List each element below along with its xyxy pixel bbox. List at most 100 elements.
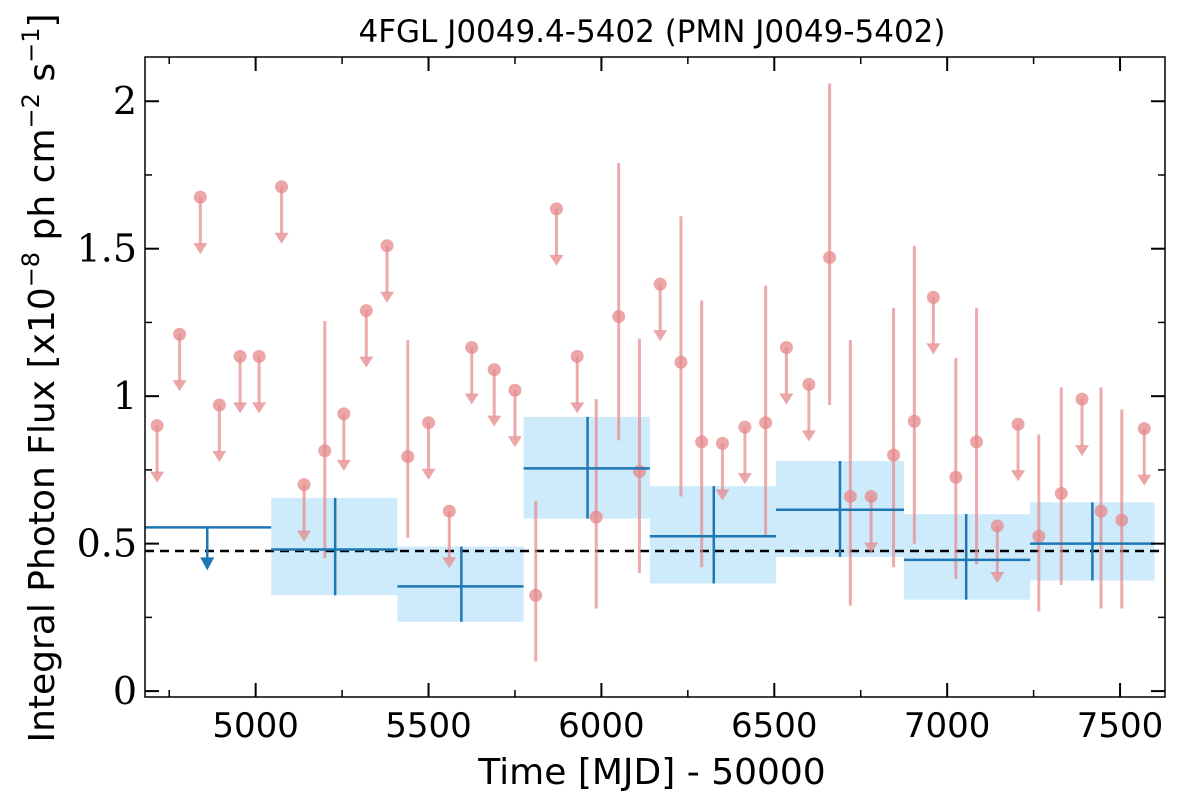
- short-det-point-9: [823, 251, 837, 265]
- short-ul-arrow-25: [990, 571, 1005, 583]
- x-tick-label-5: 7500: [1077, 706, 1164, 746]
- y-tick-label-1: 0.5: [77, 522, 137, 566]
- short-ul-arrow-5: [252, 402, 267, 414]
- short-ul-arrow-16: [549, 254, 564, 266]
- short-det-point-15: [1032, 529, 1046, 543]
- short-ul-arrow-15: [507, 436, 522, 448]
- short-ul-point-22: [802, 377, 816, 391]
- short-ul-arrow-9: [359, 356, 374, 368]
- y-axis-label-mid2: s: [22, 63, 63, 93]
- short-ul-point-9: [359, 304, 373, 318]
- short-det-point-1: [401, 450, 415, 464]
- short-ul-point-5: [252, 349, 266, 363]
- short-det-point-8: [759, 416, 773, 430]
- short-ul-arrow-14: [487, 415, 502, 427]
- short-det-point-0: [318, 444, 332, 458]
- short-ul-arrow-19: [715, 489, 730, 501]
- short-det-point-18: [1115, 513, 1129, 527]
- y-axis-label-exp1: −8: [17, 252, 45, 287]
- y-tick-label-3: 1.5: [77, 227, 137, 271]
- short-ul-point-1: [173, 327, 187, 341]
- short-ul-arrow-10: [380, 291, 395, 303]
- short-ul-arrow-12: [442, 557, 457, 569]
- short-ul-arrow-6: [274, 232, 289, 244]
- y-axis-label-suffix: ]: [22, 13, 63, 27]
- short-det-point-10: [843, 489, 857, 503]
- short-det-point-4: [612, 310, 626, 324]
- short-det-point-17: [1094, 504, 1108, 518]
- short-det-point-5: [632, 464, 646, 478]
- x-tick-label-1: 5500: [385, 706, 472, 746]
- short-ul-arrow-2: [193, 243, 208, 255]
- short-ul-point-11: [422, 416, 436, 430]
- short-ul-point-14: [487, 363, 501, 377]
- short-det-point-6: [674, 355, 688, 369]
- short-ul-arrow-1: [172, 380, 187, 392]
- x-tick-label-0: 5000: [212, 706, 299, 746]
- short-ul-point-25: [990, 519, 1004, 533]
- short-ul-arrow-21: [779, 393, 794, 405]
- short-ul-arrow-27: [1075, 445, 1090, 457]
- short-det-point-3: [589, 510, 603, 524]
- short-det-point-2: [529, 588, 543, 602]
- plot-area: [145, 83, 1165, 662]
- short-ul-point-15: [508, 383, 522, 397]
- y-axis-label-exp2: −2: [17, 93, 45, 128]
- y-axis-label-exp3: −1: [17, 28, 45, 63]
- short-det-point-12: [907, 414, 921, 428]
- short-ul-point-10: [380, 239, 394, 253]
- short-ul-point-23: [864, 489, 878, 503]
- short-det-point-7: [695, 435, 709, 449]
- x-axis-label: Time [MJD] - 50000: [477, 752, 825, 793]
- short-ul-arrow-18: [653, 330, 668, 342]
- x-tick-label-4: 7000: [904, 706, 991, 746]
- short-ul-point-13: [465, 341, 479, 355]
- y-axis-label-mid: ph cm: [22, 128, 63, 251]
- short-ul-arrow-17: [570, 402, 585, 414]
- x-tick-label-3: 6500: [731, 706, 818, 746]
- short-ul-point-6: [275, 180, 289, 194]
- short-ul-point-21: [779, 341, 793, 355]
- short-ul-point-18: [653, 277, 667, 291]
- chart-title: 4FGL J0049.4-5402 (PMN J0049-5402): [358, 14, 945, 50]
- short-ul-arrow-13: [464, 393, 479, 405]
- short-ul-arrow-28: [1137, 474, 1152, 486]
- short-ul-point-7: [297, 478, 311, 492]
- short-ul-point-27: [1075, 392, 1089, 406]
- short-ul-point-4: [233, 349, 247, 363]
- y-axis-label-prefix: Integral Photon Flux [x10: [22, 287, 63, 742]
- axes: 5000 5500 6000 6500 7000 7500 0 0.5 1 1.5 2: [77, 56, 1166, 746]
- short-ul-point-8: [337, 407, 351, 421]
- short-ul-point-19: [715, 436, 729, 450]
- short-det-point-16: [1054, 486, 1068, 500]
- short-ul-arrow-8: [336, 459, 351, 471]
- plot-frame: [144, 56, 1166, 698]
- short-ul-point-3: [212, 398, 226, 412]
- short-ul-arrow-0: [150, 471, 165, 483]
- short-ul-arrow-11: [421, 468, 436, 480]
- short-ul-point-20: [738, 420, 752, 434]
- short-det-point-13: [949, 470, 963, 484]
- short-ul-arrow-23: [864, 542, 879, 554]
- short-ul-arrow-7: [297, 530, 312, 542]
- short-ul-arrow-4: [233, 402, 248, 414]
- y-axis-label: Integral Photon Flux [x10−8 ph cm−2 s−1]: [17, 13, 63, 742]
- short-ul-point-28: [1137, 422, 1151, 436]
- x-tick-label-2: 6000: [558, 706, 645, 746]
- short-ul-point-2: [193, 190, 207, 204]
- short-ul-arrow-24: [926, 343, 941, 355]
- short-det-point-14: [970, 435, 984, 449]
- y-tick-label-2: 1: [113, 374, 137, 418]
- short-ul-arrow-26: [1011, 470, 1026, 482]
- long-ul-arrow-0: [200, 557, 215, 571]
- short-ul-point-12: [442, 504, 456, 518]
- short-ul-point-0: [150, 419, 164, 433]
- short-det-point-11: [887, 448, 901, 462]
- short-ul-arrow-3: [212, 451, 227, 463]
- y-tick-label-4: 2: [113, 79, 137, 123]
- short-ul-point-16: [549, 202, 563, 216]
- short-ul-point-17: [570, 349, 584, 363]
- short-ul-arrow-20: [737, 473, 752, 485]
- short-ul-point-24: [926, 290, 940, 304]
